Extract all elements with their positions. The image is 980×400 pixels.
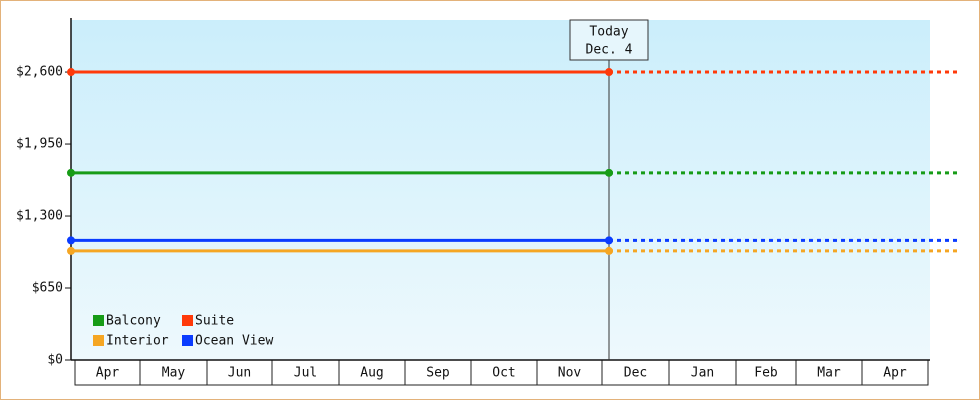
y-tick-label: $650: [32, 281, 63, 296]
x-tick-label: Apr: [96, 366, 120, 381]
point: [605, 68, 613, 77]
x-tick-box: [668, 359, 737, 386]
x-tick-label: Aug: [360, 366, 383, 381]
legend-label: Balcony: [106, 314, 161, 329]
point: [605, 246, 613, 255]
x-tick-box: [795, 359, 863, 386]
x-tick-label: Mar: [817, 366, 841, 381]
point: [605, 168, 613, 177]
x-tick-label: Sep: [426, 366, 450, 381]
legend-label: Ocean View: [195, 334, 273, 349]
y-tick-label: $1,950: [16, 137, 63, 152]
plot-area: [71, 20, 930, 360]
today-box: [569, 19, 649, 61]
x-tick-label: Dec: [624, 366, 647, 381]
legend-label: Suite: [195, 314, 234, 329]
y-tick-label: $0: [47, 353, 63, 368]
x-tick-label: Feb: [754, 366, 778, 381]
x-tick-box: [735, 359, 797, 386]
point: [67, 68, 75, 77]
point: [67, 246, 75, 255]
legend-swatch: [182, 315, 193, 326]
point: [67, 168, 75, 177]
point: [67, 236, 75, 245]
point: [605, 236, 613, 245]
x-tick-label: Jan: [691, 366, 714, 381]
today-label: Today: [589, 25, 628, 40]
legend-swatch: [93, 315, 104, 326]
x-tick-label: Nov: [558, 366, 582, 381]
y-tick-label: $1,300: [16, 209, 63, 224]
x-tick-label: Jun: [228, 366, 251, 381]
legend-label: Interior: [106, 334, 169, 349]
x-tick-box: [536, 359, 603, 386]
legend-swatch: [182, 335, 193, 346]
x-tick-box: [470, 359, 538, 386]
x-tick-box: [74, 359, 141, 386]
x-tick-label: Oct: [492, 366, 515, 381]
x-tick-label: May: [162, 366, 186, 381]
x-tick-label: Jul: [294, 366, 317, 381]
today-date: Dec. 4: [586, 43, 633, 58]
y-tick-label: $2,600: [16, 65, 63, 80]
x-tick-label: Apr: [883, 366, 907, 381]
legend-swatch: [93, 335, 104, 346]
